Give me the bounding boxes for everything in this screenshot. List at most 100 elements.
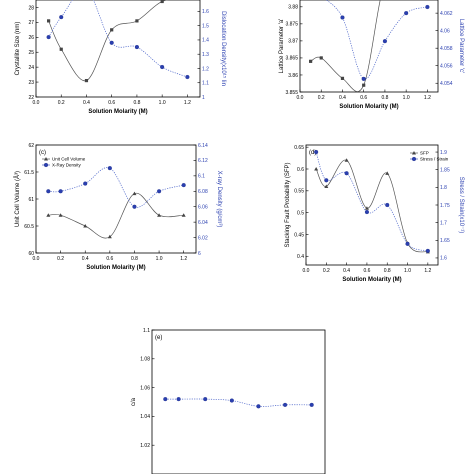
y-tick-label: 60 — [28, 251, 34, 257]
data-point — [314, 150, 319, 155]
y-axis-label: Crystallite Size (nm) — [15, 22, 21, 76]
y2-tick-label: 6.1 — [198, 174, 205, 180]
series-group-c — [46, 166, 186, 239]
y-tick-label: 0.55 — [294, 189, 304, 195]
x-tick-label: 0.8 — [131, 256, 138, 262]
data-point — [83, 181, 88, 186]
y-tick-label: 60.5 — [24, 224, 34, 230]
y-tick-label: 25 — [28, 50, 34, 56]
y2-tick-label: 6 — [198, 251, 201, 257]
x-tick-label: 1.2 — [184, 100, 191, 106]
data-point — [425, 4, 430, 10]
y-tick-label: 23 — [28, 80, 34, 86]
y2-tick-label: 6.02 — [198, 235, 208, 241]
panel-e: 1.02 1.04 1.06 1.08 1.1 c/a (e) — [131, 328, 326, 474]
y2-tick-label: 4.058 — [440, 46, 453, 52]
y-tick-label: 26 — [28, 35, 34, 41]
y2-tick-label: 6.14 — [198, 143, 208, 149]
data-point — [83, 224, 88, 228]
data-point — [181, 183, 186, 188]
y-axis-label: Stacking Fault Probability (SFP) — [285, 162, 291, 247]
y2-tick-label: 1.3 — [202, 52, 209, 58]
series-line-b-0 — [310, 0, 381, 92]
data-point — [340, 76, 345, 80]
data-point — [385, 171, 390, 175]
data-point — [229, 398, 234, 403]
series-group-e — [163, 397, 314, 409]
y-tick-label: 3.88 — [288, 5, 298, 11]
series-line-c-0 — [48, 192, 184, 239]
x-tick-label: 1.0 — [156, 256, 163, 262]
y-axis-label: Unit Cell Volume (Å³) — [14, 171, 21, 227]
y2-tick-label: 1.7 — [440, 220, 447, 226]
data-point — [425, 248, 430, 253]
y2-tick-label: 1.6 — [202, 9, 209, 15]
data-point — [58, 189, 63, 194]
x-tick-label: 1.2 — [180, 256, 187, 262]
plot-frame-b — [299, 0, 439, 93]
x-tick-label: 0.0 — [297, 95, 304, 101]
y-tick-label: 0.65 — [294, 145, 304, 151]
data-point — [319, 56, 323, 60]
data-point — [283, 402, 288, 407]
y-tick-label: 3.875 — [285, 22, 298, 28]
y2-tick-label: 1.5 — [202, 23, 209, 29]
panel-d: 0.0 0.2 0.4 0.6 0.8 1.0 1.2 0.4 0.45 0.5 0.55 0.6 0.… — [285, 144, 464, 283]
y2-tick-label: 1.1 — [202, 81, 209, 87]
x-tick-label: 0.8 — [133, 100, 140, 106]
data-point — [364, 210, 369, 215]
y-tick-label: 0.5 — [297, 210, 304, 216]
y2-tick-label: 1 — [202, 95, 205, 101]
series-group-b — [309, 0, 430, 92]
y2-tick-label: 1.85 — [440, 168, 450, 174]
series-group-a — [46, 0, 190, 83]
data-point — [344, 158, 349, 162]
data-point — [46, 35, 51, 40]
x-tick-label: 0.2 — [323, 268, 330, 274]
x-tick-label: 0.4 — [83, 100, 90, 106]
plot-frame-a — [35, 0, 201, 98]
data-point — [256, 404, 261, 409]
series-line-c-1 — [48, 167, 184, 208]
data-point — [107, 234, 112, 239]
x-tick-label: 0.6 — [108, 100, 115, 106]
x-axis-label: Solution Molarity (M) — [339, 104, 398, 110]
y-tick-label: 61 — [28, 197, 34, 203]
data-point — [344, 171, 349, 176]
legend-entry: SFP — [420, 151, 429, 156]
series-line-d-1 — [315, 151, 428, 252]
y2-tick-label: 4.054 — [440, 81, 453, 87]
y2-tick-label: 6.08 — [198, 189, 208, 195]
x-tick-label: 1.0 — [159, 100, 166, 106]
legend-entry: Unit Cell Volume — [52, 157, 86, 162]
y2-axis-label: Dislocation Density(x10¹⁵ lin — [220, 11, 227, 86]
legend-marker — [43, 162, 49, 168]
panel-label: (e) — [155, 335, 162, 341]
series-line-b-1 — [325, 0, 428, 80]
data-point — [132, 204, 137, 209]
data-point — [46, 189, 51, 194]
panel-c: 0.0 0.2 0.4 0.6 0.8 1.0 1.2 60 60.5 61 61.5 62 6 6.02… — [14, 143, 222, 271]
y-tick-label: 22 — [28, 95, 34, 101]
x-tick-label: 1.2 — [424, 95, 431, 101]
data-point — [309, 402, 314, 407]
x-tick-label: 1.2 — [424, 268, 431, 274]
y-tick-label: 27 — [28, 20, 34, 26]
y2-axis-label: Stress / Strain(x10⁻¹) — [458, 177, 464, 234]
y-tick-label: 62 — [28, 143, 34, 149]
y2-tick-label: 1.75 — [440, 203, 450, 209]
data-point — [405, 241, 410, 246]
data-point — [47, 19, 51, 23]
data-point — [181, 213, 186, 217]
y-tick-label: 24 — [28, 65, 34, 71]
legend-marker — [44, 157, 48, 161]
panel-a: 0.0 0.2 0.4 0.6 0.8 1.0 1.2 22 23 24 25 26 27 28 1 1.1 1… — [15, 0, 227, 115]
data-point — [361, 76, 366, 81]
y2-tick-label: 1.4 — [202, 38, 209, 44]
panel-label: (c) — [39, 150, 46, 156]
data-point — [382, 39, 387, 44]
y2-tick-label: 1.2 — [202, 66, 209, 72]
y2-tick-label: 1.6 — [440, 256, 447, 262]
data-point — [203, 397, 208, 402]
x-tick-label: 0.8 — [384, 268, 391, 274]
